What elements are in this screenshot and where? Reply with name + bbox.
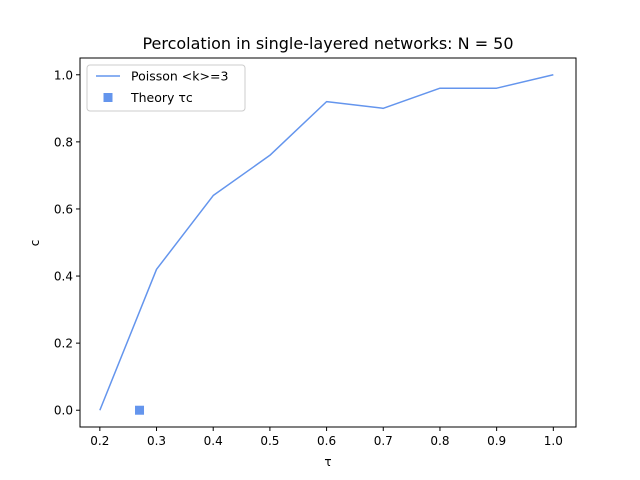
y-axis-ticks: 0.0 0.2 0.4 0.6 0.8 1.0 (54, 68, 80, 418)
plot-area (79, 57, 577, 428)
x-tick-label: 0.2 (90, 434, 109, 448)
legend-entry-theory: Theory τc (130, 90, 193, 105)
y-tick-label: 1.0 (54, 68, 73, 82)
theory-tau-c-marker (135, 405, 145, 415)
x-tick-label: 0.5 (260, 434, 279, 448)
y-tick-label: 0.0 (54, 404, 73, 418)
x-axis-ticks: 0.2 0.3 0.4 0.5 0.6 0.7 0.8 0.9 1.0 (90, 427, 563, 448)
legend-box (86, 64, 246, 112)
y-tick-label: 0.2 (54, 337, 73, 351)
x-axis-label: τ (324, 455, 331, 469)
legend-entry-poisson: Poisson <k>=3 (131, 69, 228, 84)
plot-frame (79, 57, 577, 428)
y-tick-label: 0.4 (54, 270, 73, 284)
x-tick-label: 0.7 (374, 434, 393, 448)
x-tick-label: 0.4 (204, 434, 223, 448)
x-tick-label: 0.3 (147, 434, 166, 448)
legend-marker-swatch (103, 93, 113, 102)
y-tick-label: 0.8 (54, 135, 73, 149)
x-tick-label: 0.8 (430, 434, 449, 448)
x-tick-label: 1.0 (544, 434, 563, 448)
legend: Poisson <k>=3 Theory τc (86, 64, 246, 112)
series-layer (99, 74, 554, 415)
chart-title: Percolation in single-layered networks: … (142, 34, 513, 53)
x-tick-label: 0.9 (487, 434, 506, 448)
x-tick-label: 0.6 (317, 434, 336, 448)
y-tick-label: 0.6 (54, 202, 73, 216)
y-axis-label: c (28, 240, 42, 247)
